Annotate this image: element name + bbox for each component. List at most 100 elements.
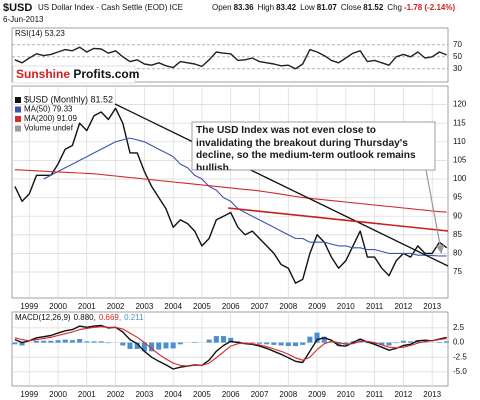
histogram-bar <box>221 336 227 343</box>
y-tick-label: 30 <box>453 64 462 73</box>
x-tick-label: 2000 <box>49 390 67 399</box>
series-label: 0.211 <box>124 313 144 322</box>
histogram-bar <box>192 341 198 343</box>
arrow-head <box>436 245 444 254</box>
x-tick-label: 2002 <box>107 390 125 399</box>
histogram-bar <box>163 342 169 349</box>
quote: Open 83.36 High 83.42 Low 81.07 Close 81.52 Chg -… <box>212 3 455 12</box>
histogram-bar <box>156 342 162 350</box>
quote-value: 83.42 <box>276 3 297 12</box>
histogram-bar <box>321 336 327 343</box>
x-tick-label: 2010 <box>337 390 355 399</box>
instrument-name: US Dollar Index - Cash Settle (EOD) ICE <box>38 3 183 12</box>
y-tick-label: 115 <box>453 118 466 127</box>
y-tick-label: 2.5 <box>453 323 465 332</box>
quote-value: 81.07 <box>317 3 338 12</box>
histogram-bar <box>271 342 277 345</box>
histogram-bar <box>120 342 126 346</box>
x-tick-label: 2007 <box>251 302 269 311</box>
logo-first: Sunshine <box>16 67 70 81</box>
histogram-bar <box>206 339 212 343</box>
quote-label: Low <box>300 3 315 12</box>
y-tick-label: -2.5 <box>453 352 467 361</box>
panel-title-text: MACD(12,26,9) <box>15 313 71 322</box>
y-tick-label: 100 <box>453 174 467 183</box>
x-tick-label: 2011 <box>366 390 384 399</box>
y-tick-label: 50 <box>453 52 462 61</box>
histogram-bar <box>177 342 183 345</box>
histogram-bar <box>292 342 298 347</box>
x-tick-label: 1999 <box>20 302 38 311</box>
histogram-bar <box>408 341 414 343</box>
legend-label: MA(200) 91.09 <box>24 114 77 123</box>
quote-label: Close <box>341 3 362 12</box>
x-tick-label: 2004 <box>164 390 182 399</box>
annotation-box <box>191 121 436 171</box>
legend-swatch <box>15 116 21 122</box>
y-tick-label: 110 <box>453 137 466 146</box>
histogram-bar <box>41 340 47 343</box>
histogram-bar <box>314 332 320 343</box>
series-label: 0.669, <box>99 313 121 322</box>
x-tick-label: 2012 <box>394 390 412 399</box>
histogram-bar <box>444 341 450 343</box>
series-line <box>14 324 447 370</box>
quote-value: -1.78 (-2.14%) <box>404 3 455 12</box>
legend-label: Volume undef <box>24 124 74 133</box>
x-tick-label: 2013 <box>423 390 441 399</box>
x-tick-label: 2007 <box>251 390 269 399</box>
y-tick-label: 75 <box>453 267 462 276</box>
legend-label: $USD (Monthly) 81.52 <box>24 94 113 104</box>
y-tick-label: 80 <box>453 248 462 257</box>
panel-title-text: RSI(14) 53.23 <box>15 29 65 38</box>
logo-second: Profits.com <box>73 67 139 81</box>
histogram-bar <box>62 339 68 343</box>
x-tick-label: 2003 <box>135 390 153 399</box>
histogram-bar <box>77 339 83 343</box>
panel-title: MACD(12,26,9) 0.880, 0.669, 0.211 <box>15 313 144 322</box>
x-tick-label: 2005 <box>193 390 211 399</box>
x-tick-label: 2000 <box>49 302 67 311</box>
x-tick-label: 2005 <box>193 302 211 311</box>
histogram-bar <box>264 342 270 345</box>
y-tick-label: -5.0 <box>453 367 467 376</box>
histogram-bar <box>98 341 104 343</box>
histogram-bar <box>307 336 313 343</box>
series-line <box>14 46 447 70</box>
symbol: $USD <box>3 2 32 14</box>
x-tick-label: 2009 <box>308 302 326 311</box>
x-tick-label: 2002 <box>107 302 125 311</box>
histogram-bar <box>364 342 370 344</box>
histogram-bar <box>228 337 234 343</box>
panel-frame <box>11 27 449 83</box>
legend-swatch <box>15 125 21 132</box>
histogram-bar <box>278 342 284 346</box>
y-tick-label: 70 <box>453 40 462 49</box>
histogram-bar <box>379 342 385 345</box>
x-tick-label: 2011 <box>366 302 384 311</box>
histogram-bar <box>127 342 133 349</box>
series-line <box>43 137 447 257</box>
y-tick-label: 105 <box>453 155 467 164</box>
x-tick-label: 2009 <box>308 390 326 399</box>
histogram-bar <box>436 341 442 343</box>
histogram-bar <box>149 342 155 352</box>
histogram-bar <box>84 341 90 343</box>
x-tick-label: 2013 <box>423 302 441 311</box>
histogram-bar <box>400 340 406 343</box>
histogram-bar <box>343 342 349 345</box>
legend-swatch <box>15 97 21 103</box>
histogram-bar <box>300 342 306 345</box>
histogram-bar <box>393 342 399 344</box>
trend-line <box>227 207 449 232</box>
histogram-bar <box>256 342 263 344</box>
histogram-bar <box>213 336 219 343</box>
series-label: 0.880, <box>74 313 96 322</box>
histogram-bar <box>19 342 25 346</box>
histogram-bar <box>372 342 378 345</box>
histogram-bar <box>91 341 97 343</box>
panels: 70 50 30 RSI(14) 53.23 1999 2000 2001 2002 2003 2… <box>11 27 467 399</box>
legend-swatch <box>15 106 21 113</box>
quote-label: Open <box>212 3 232 12</box>
